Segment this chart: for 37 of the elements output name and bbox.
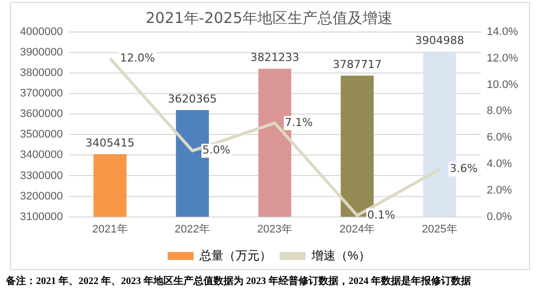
x-tick-label: 2025年 <box>422 223 458 236</box>
y-tick-label: 3100000 <box>20 210 63 223</box>
y2-tick-label: 10.0% <box>486 78 518 91</box>
data-label: 3405415 <box>86 136 135 150</box>
legend-label: 增速（%） <box>310 248 370 262</box>
x-tick-label: 2022年 <box>174 223 210 236</box>
x-tick-label: 2021年 <box>92 223 128 236</box>
y-tick-label: 3200000 <box>20 190 63 202</box>
data-label: 12.0% <box>120 51 155 64</box>
y-tick-label: 3400000 <box>20 149 63 162</box>
y-tick-label: 3900000 <box>20 46 63 59</box>
y2-tick-label: 4.0% <box>486 158 512 170</box>
chart-title: 2021年-2025年地区生产总值及增速 <box>146 8 392 27</box>
y-tick-label: 4000000 <box>20 26 63 38</box>
data-label: 3821233 <box>250 51 300 64</box>
y2-tick-label: 8.0% <box>486 105 512 118</box>
data-label: 0.1% <box>367 208 396 222</box>
data-label: 3620365 <box>168 92 217 106</box>
x-tick-label: 2023年 <box>257 223 293 236</box>
x-tick-label: 2024年 <box>339 223 375 236</box>
data-label: 3.6% <box>450 162 478 176</box>
y-tick-label: 3500000 <box>20 128 63 141</box>
text: 备注：2021 年、2022 年、2023 年地区生产总值数据为 2023 年经普修订数据，2024 年数据是年报修订数据 <box>6 274 472 288</box>
y-tick-label: 3800000 <box>20 67 63 80</box>
data-label: 5.0% <box>202 144 230 157</box>
legend-label: 总量（万元） <box>198 248 272 262</box>
data-label: 3787717 <box>332 58 382 71</box>
y2-tick-label: 14.0% <box>486 26 518 38</box>
y2-tick-label: 12.0% <box>486 52 518 64</box>
y2-tick-label: 2.0% <box>486 184 512 196</box>
data-label: 7.1% <box>284 116 313 129</box>
data-label: 3904988 <box>415 34 464 47</box>
y2-tick-label: 0.0% <box>486 210 512 223</box>
y2-tick-label: 6.0% <box>486 132 512 144</box>
y-tick-label: 3600000 <box>20 108 63 120</box>
y-tick-label: 3300000 <box>20 170 63 182</box>
y-tick-label: 3700000 <box>20 88 63 100</box>
